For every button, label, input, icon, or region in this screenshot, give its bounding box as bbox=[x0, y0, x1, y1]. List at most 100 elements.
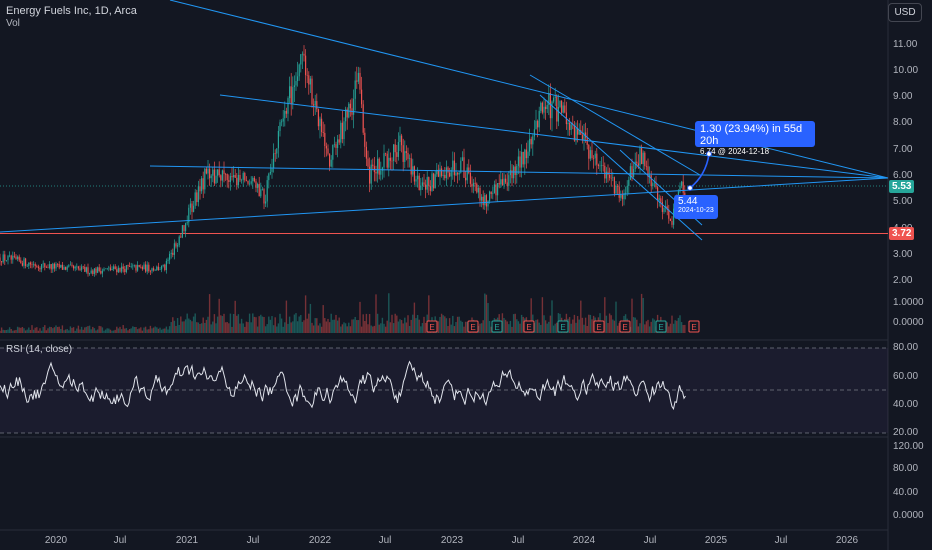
volume-bar bbox=[56, 326, 59, 333]
volume-bar bbox=[578, 319, 580, 333]
volume-bar bbox=[66, 329, 68, 333]
volume-bar bbox=[229, 313, 232, 333]
volume-label[interactable]: Vol bbox=[6, 18, 20, 29]
volume-bar bbox=[370, 325, 372, 333]
volume-bar bbox=[637, 326, 640, 333]
candle-body bbox=[407, 152, 409, 159]
candle-body bbox=[269, 171, 271, 174]
candle-body bbox=[548, 92, 550, 106]
volume-bar bbox=[604, 297, 606, 333]
candle-body bbox=[367, 158, 369, 167]
candle-body bbox=[175, 243, 177, 247]
candle-body bbox=[532, 136, 534, 145]
start-point-bubble[interactable]: 5.44 2024-10-23 bbox=[674, 195, 718, 219]
volume-bar bbox=[672, 323, 675, 333]
candle-body bbox=[253, 177, 255, 182]
candle-body bbox=[201, 178, 203, 192]
volume-bar bbox=[322, 305, 324, 333]
candle-body bbox=[221, 170, 223, 181]
volume-bar bbox=[452, 315, 454, 333]
candle-body bbox=[377, 158, 379, 174]
candle-body bbox=[9, 255, 11, 257]
volume-bar bbox=[317, 325, 320, 333]
volume-bar bbox=[327, 318, 329, 333]
volume-bar bbox=[615, 301, 617, 333]
candle-body bbox=[20, 260, 22, 264]
candle-body bbox=[421, 182, 423, 186]
candle-body bbox=[223, 170, 225, 174]
time-tick: 2024 bbox=[572, 535, 596, 546]
candle-body bbox=[663, 207, 665, 212]
volume-bar bbox=[85, 326, 88, 333]
time-tick: 2021 bbox=[175, 535, 199, 546]
candle-body bbox=[645, 166, 647, 167]
candle-body bbox=[652, 183, 654, 187]
volume-bar bbox=[189, 319, 192, 333]
volume-bar bbox=[512, 314, 515, 333]
volume-bar bbox=[253, 316, 256, 333]
volume-bar bbox=[613, 320, 616, 333]
volume-bar bbox=[333, 319, 336, 333]
symbol-title[interactable]: Energy Fuels Inc, 1D, Arca bbox=[6, 5, 137, 17]
candle-body bbox=[641, 147, 643, 165]
candle-body bbox=[28, 262, 30, 266]
rsi-label[interactable]: RSI (14, close) bbox=[6, 344, 73, 355]
trendline bbox=[169, 0, 889, 179]
candle-body bbox=[593, 158, 595, 159]
candle-body bbox=[369, 166, 371, 184]
volume-bar bbox=[26, 329, 28, 333]
volume-bar bbox=[231, 326, 233, 333]
volume-bar bbox=[450, 324, 452, 333]
volume-bar bbox=[640, 293, 643, 333]
volume-bar bbox=[447, 326, 449, 333]
volume-bar bbox=[376, 313, 379, 333]
volume-bar bbox=[364, 320, 366, 333]
volume-tick: 0.0000 bbox=[893, 317, 924, 328]
forecast-bubble[interactable]: 1.30 (23.94%) in 55d 20h 6.74 @ 2024-12-… bbox=[695, 121, 815, 156]
volume-bar bbox=[40, 330, 43, 333]
candle-body bbox=[50, 264, 52, 270]
candle-body bbox=[73, 265, 75, 269]
volume-bar bbox=[503, 317, 505, 333]
candle-body bbox=[511, 170, 513, 179]
volume-bar bbox=[357, 320, 360, 333]
candle-body bbox=[639, 147, 641, 166]
volume-bar bbox=[506, 321, 508, 333]
candle-body bbox=[585, 132, 587, 138]
candle-body bbox=[540, 102, 542, 111]
trendlines[interactable] bbox=[0, 0, 889, 241]
candle-body bbox=[477, 187, 479, 193]
projection-end bbox=[706, 151, 712, 157]
candle-body bbox=[556, 96, 558, 122]
volume-bar bbox=[389, 322, 392, 333]
rsi-pane[interactable] bbox=[0, 347, 888, 434]
volume-bar bbox=[221, 316, 224, 333]
candle-body bbox=[36, 266, 38, 267]
candle-body bbox=[599, 165, 601, 167]
volume-bar bbox=[612, 319, 614, 333]
volume-bar bbox=[354, 316, 356, 333]
volume-bar bbox=[605, 315, 608, 333]
candle-body bbox=[186, 222, 188, 224]
candle-body bbox=[647, 166, 649, 177]
price-tick: 7.00 bbox=[893, 143, 913, 155]
earnings-marker-label: E bbox=[494, 323, 499, 332]
candle-body bbox=[658, 198, 660, 201]
candle-body bbox=[409, 158, 411, 159]
candle-body bbox=[362, 104, 364, 133]
volume-bar bbox=[116, 326, 118, 333]
candle-body bbox=[234, 175, 236, 178]
volume-bar bbox=[362, 314, 364, 333]
currency-button[interactable]: USD bbox=[888, 3, 922, 22]
forecast-main: 1.30 (23.94%) in 55d 20h bbox=[700, 123, 803, 147]
candle-body bbox=[442, 174, 444, 176]
candle-body bbox=[202, 178, 204, 190]
candle-body bbox=[633, 169, 635, 177]
volume-bar bbox=[359, 301, 361, 333]
candle-body bbox=[501, 179, 503, 186]
candle-body bbox=[345, 109, 347, 122]
candle-body bbox=[461, 157, 463, 161]
candle-body bbox=[135, 265, 137, 271]
